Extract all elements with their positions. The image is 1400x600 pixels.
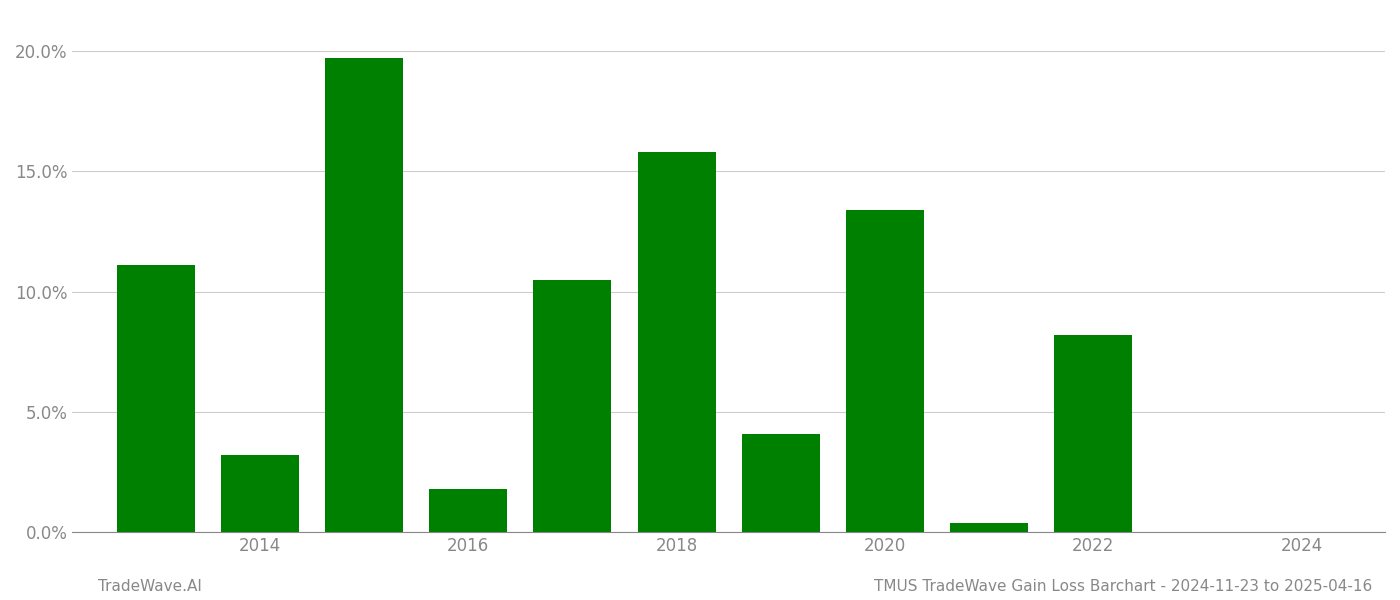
Bar	[637, 152, 715, 532]
Bar	[1054, 335, 1133, 532]
Bar	[742, 434, 820, 532]
Bar	[533, 280, 612, 532]
Text: TMUS TradeWave Gain Loss Barchart - 2024-11-23 to 2025-04-16: TMUS TradeWave Gain Loss Barchart - 2024…	[874, 579, 1372, 594]
Bar	[951, 523, 1028, 532]
Bar	[116, 265, 195, 532]
Bar	[221, 455, 300, 532]
Bar	[430, 489, 507, 532]
Bar	[846, 210, 924, 532]
Bar	[325, 58, 403, 532]
Text: TradeWave.AI: TradeWave.AI	[98, 579, 202, 594]
